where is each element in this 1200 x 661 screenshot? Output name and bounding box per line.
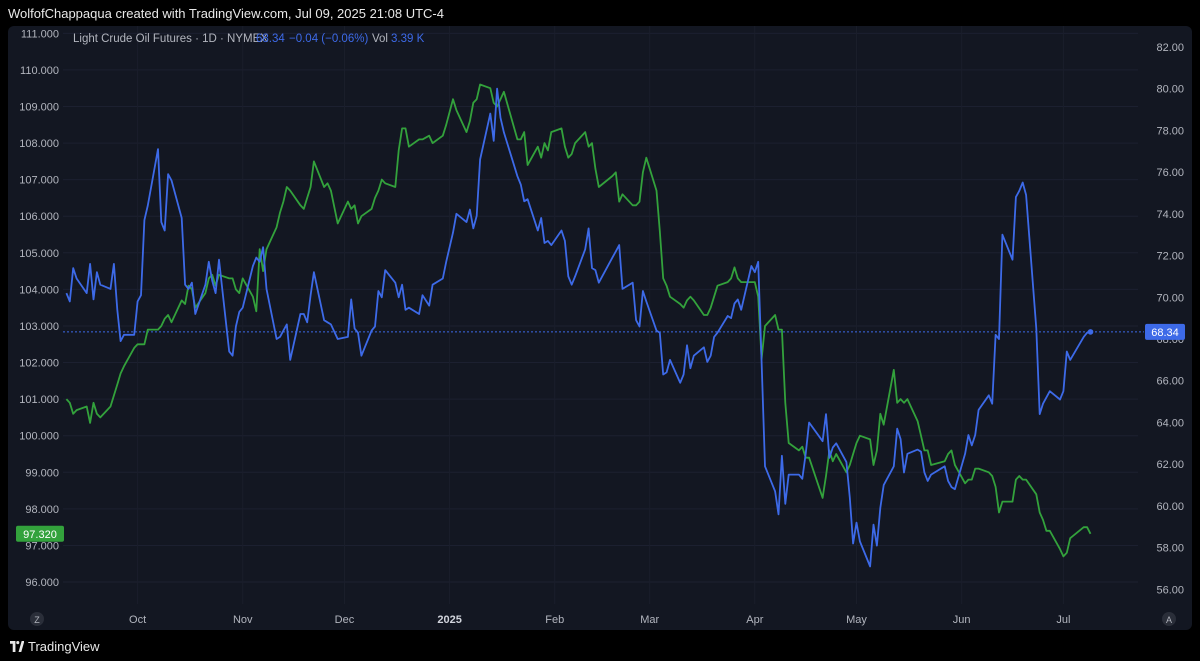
right-axis-tick-label: 70.00 <box>1156 292 1184 304</box>
right-axis-tick-label: 74.00 <box>1156 209 1184 221</box>
last-price-dot <box>1087 329 1094 335</box>
legend-vol-value: 3.39 K <box>391 33 425 45</box>
right-axis-tick-label: 72.00 <box>1156 251 1184 263</box>
left-axis-tick-label: 102.000 <box>19 358 59 370</box>
left-axis-tick-label: 96.000 <box>25 577 59 589</box>
time-axis-label: Dec <box>335 614 355 626</box>
left-axis-tick-label: 101.000 <box>19 394 59 406</box>
a-button-label: A <box>1166 615 1172 625</box>
left-axis-tick-label: 109.000 <box>19 101 59 113</box>
brand-bar: TradingView <box>0 632 1200 661</box>
legend-last-price: 68.34 <box>256 33 285 45</box>
chart-panel: 111.000 110.000 109.000 108.000 107.000 106.0… <box>8 26 1192 630</box>
right-axis-tick-label: 82.00 <box>1156 42 1184 54</box>
price-chart[interactable]: 111.000 110.000 109.000 108.000 107.000 106.0… <box>8 26 1192 630</box>
left-axis-tick-label: 100.000 <box>19 431 59 443</box>
time-axis-label: May <box>846 614 867 626</box>
right-axis-tick-label: 66.00 <box>1156 376 1184 388</box>
right-price-axis: 82.0080.0078.0076.0074.0072.0070.0068.00… <box>1156 42 1184 597</box>
left-axis-tick-label: 98.000 <box>25 504 59 516</box>
right-axis-tick-label: 60.00 <box>1156 501 1184 513</box>
left-last-price-text: 97.320 <box>23 529 57 541</box>
green-series-line <box>65 83 1092 558</box>
right-last-price-label: 68.34 <box>1145 323 1185 340</box>
time-axis: Oct Nov Dec 2025 Feb Mar Apr May Jun Jul <box>129 614 1070 626</box>
right-axis-tick-label: 64.00 <box>1156 417 1184 429</box>
legend-change: −0.04 (−0.06%) <box>289 33 368 45</box>
series-layer <box>65 83 1094 568</box>
time-axis-label: Jun <box>953 614 971 626</box>
grid <box>63 26 1138 604</box>
brand-name: TradingView <box>28 639 100 654</box>
right-axis-tick-label: 58.00 <box>1156 543 1184 555</box>
left-axis-tick-label: 105.000 <box>19 248 59 260</box>
right-axis-tick-label: 62.00 <box>1156 459 1184 471</box>
crude-oil-price-line <box>65 87 1091 568</box>
time-axis-label: Apr <box>746 614 763 626</box>
right-axis-tick-label: 76.00 <box>1156 167 1184 179</box>
right-axis-tick-label: 80.00 <box>1156 84 1184 96</box>
time-axis-label: Nov <box>233 614 253 626</box>
left-axis-tick-label: 106.000 <box>19 211 59 223</box>
auto-scale-left-button[interactable]: Z <box>30 612 44 626</box>
time-axis-label: 2025 <box>437 614 461 626</box>
legend-symbol[interactable]: Light Crude Oil Futures · 1D · NYMEX <box>73 33 268 45</box>
right-last-price-text: 68.34 <box>1151 327 1179 339</box>
attribution-bar: WolfofChappaqua created with TradingView… <box>0 0 1200 26</box>
auto-scale-right-button[interactable]: A <box>1162 612 1176 626</box>
left-axis-tick-label: 110.000 <box>20 65 59 77</box>
legend-vol-label: Vol <box>372 33 388 45</box>
left-price-axis: 111.000 110.000 109.000 108.000 107.000 106.0… <box>19 28 59 589</box>
attribution-text: WolfofChappaqua created with TradingView… <box>8 6 444 21</box>
tradingview-logo-icon <box>10 641 24 652</box>
left-axis-tick-label: 99.000 <box>25 467 59 479</box>
time-axis-label: Feb <box>545 614 564 626</box>
left-axis-tick-label: 104.000 <box>19 284 59 296</box>
right-axis-tick-label: 56.00 <box>1156 584 1184 596</box>
time-axis-label: Jul <box>1056 614 1070 626</box>
z-button-label: Z <box>34 615 40 625</box>
left-axis-tick-label: 111.000 <box>21 28 59 40</box>
time-axis-label: Oct <box>129 614 146 626</box>
left-axis-tick-label: 108.000 <box>19 138 59 150</box>
left-axis-tick-label: 107.000 <box>19 175 59 187</box>
right-axis-tick-label: 78.00 <box>1156 125 1184 137</box>
left-last-price-label: 97.320 <box>16 525 64 542</box>
time-axis-label: Mar <box>640 614 659 626</box>
left-axis-tick-label: 103.000 <box>19 321 59 333</box>
left-axis-tick-label: 97.000 <box>25 540 59 552</box>
